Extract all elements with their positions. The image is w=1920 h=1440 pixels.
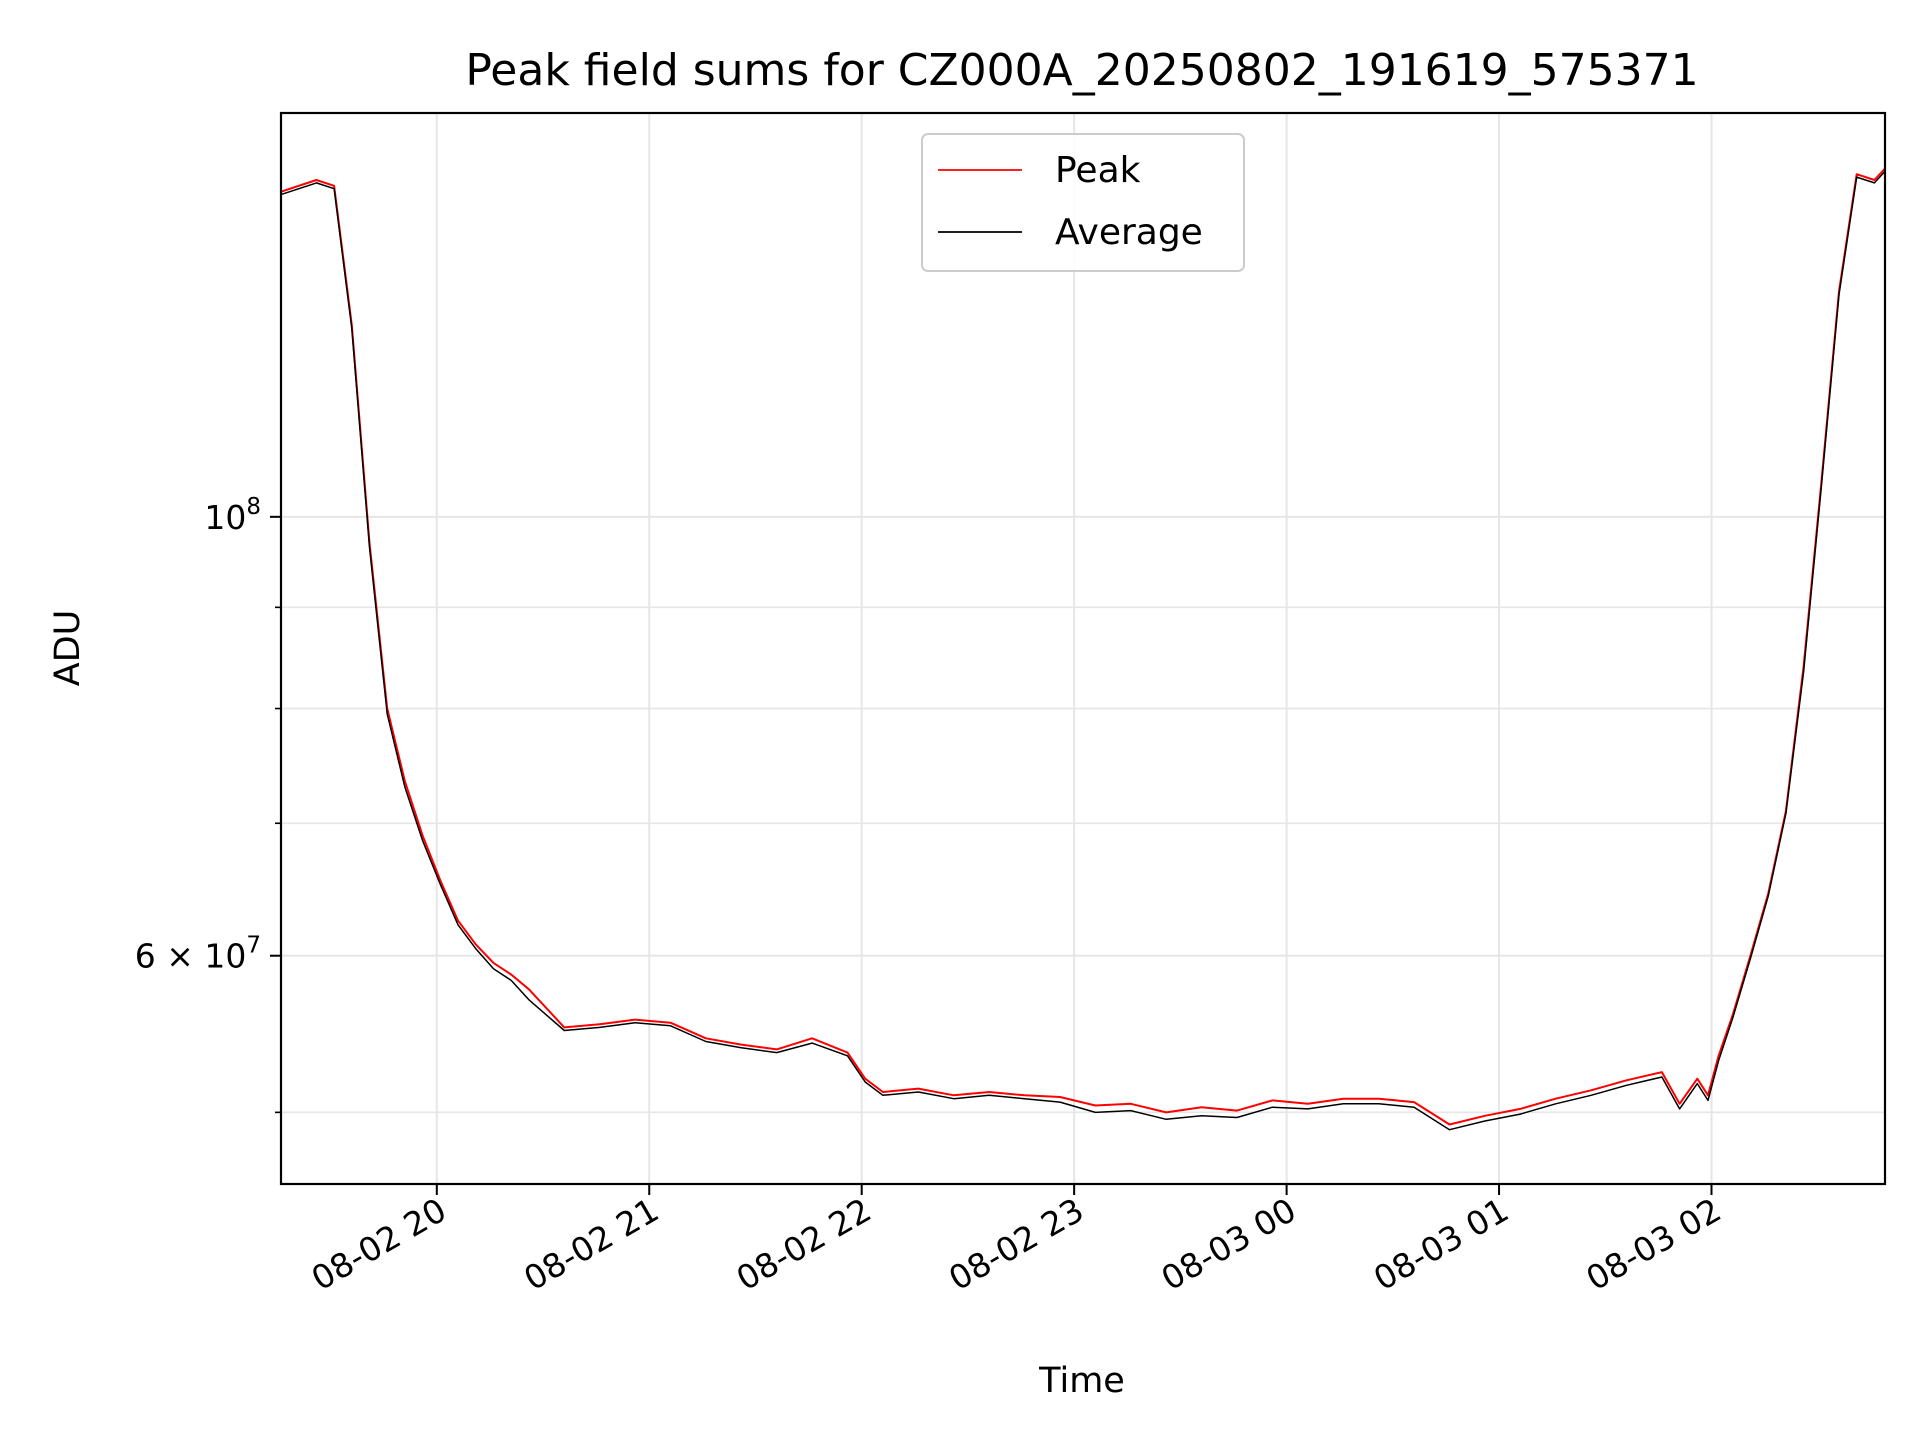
x-tick-label-1: 08-02 21 <box>517 1190 665 1298</box>
x-axis-ticks: 08-02 20 08-02 21 08-02 22 08-02 23 08-03 00… <box>305 1184 1728 1298</box>
legend-label-peak: Peak <box>1055 150 1141 191</box>
x-tick-label-5: 08-03 01 <box>1367 1190 1515 1298</box>
legend-label-average: Average <box>1055 212 1203 253</box>
grid <box>281 113 1885 1184</box>
x-axis-label: Time <box>1038 1361 1125 1401</box>
plot-frame <box>279 111 1887 1186</box>
x-tick-label-3: 08-02 23 <box>942 1190 1090 1298</box>
x-tick-label-0: 08-02 20 <box>305 1190 453 1298</box>
y-tick-label-1: 6 × 107 <box>135 933 261 976</box>
y-axis-ticks: 108 6 × 107 <box>135 494 281 1114</box>
series-line-peak <box>280 167 1886 1126</box>
series-line-average <box>280 170 1886 1131</box>
x-tick-label-4: 08-03 00 <box>1155 1190 1303 1298</box>
legend-box <box>921 133 1245 272</box>
y-tick-label-0: 108 <box>204 494 261 537</box>
series-layer <box>280 167 1886 1131</box>
y-axis-label: ADU <box>48 610 88 687</box>
chart-title: Peak field sums for CZ000A_20250802_1916… <box>465 45 1698 96</box>
x-tick-label-2: 08-02 22 <box>730 1190 878 1298</box>
x-tick-label-6: 08-03 02 <box>1580 1190 1728 1298</box>
legend: Peak Average <box>921 133 1245 272</box>
